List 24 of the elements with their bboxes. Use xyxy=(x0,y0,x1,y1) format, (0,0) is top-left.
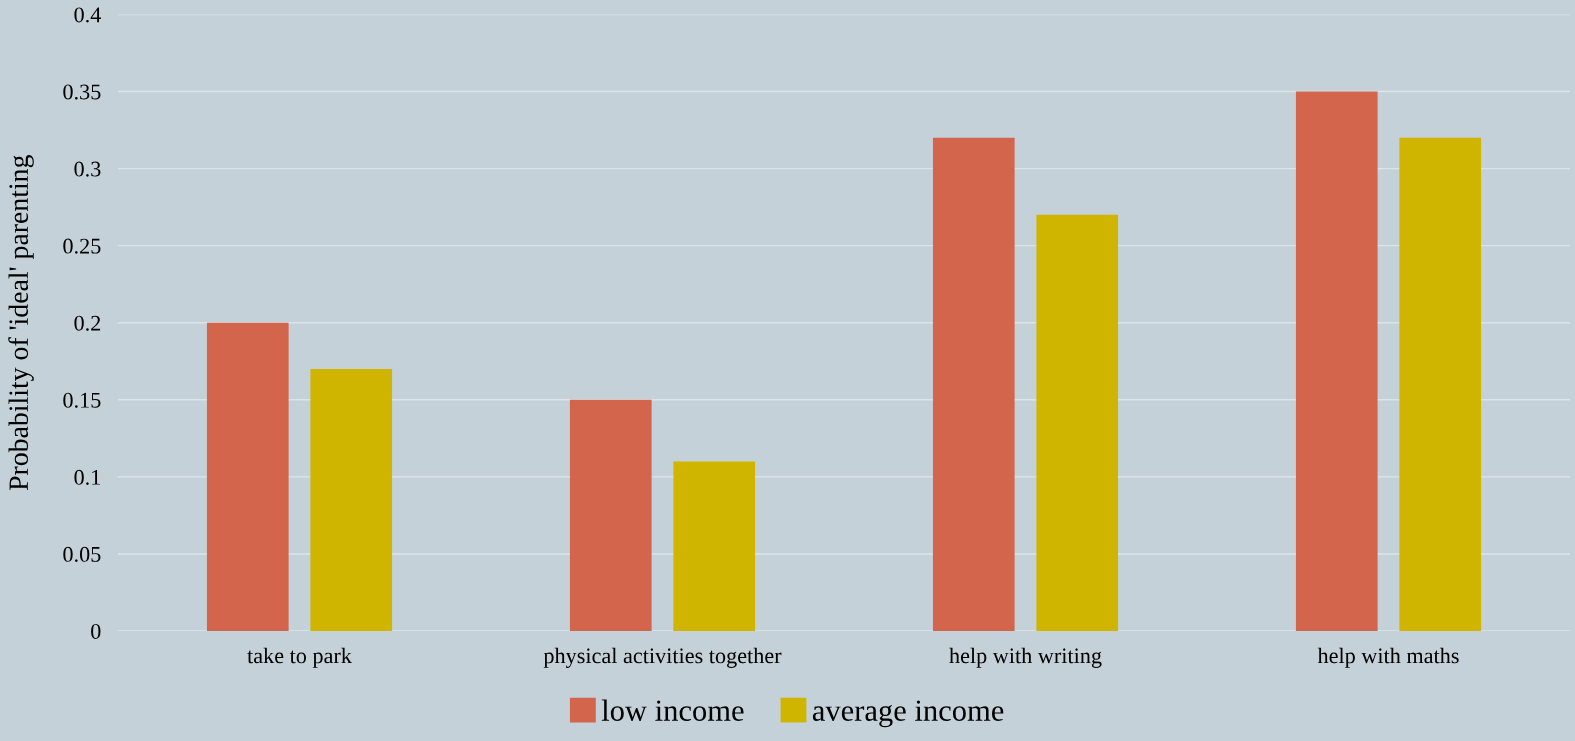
y-tick-label: 0.05 xyxy=(63,546,101,562)
bar xyxy=(932,137,1015,631)
x-tick-label: help with maths xyxy=(1317,647,1459,668)
y-tick-label: 0.3 xyxy=(74,161,101,177)
legend-label: average income xyxy=(812,700,1004,728)
bar xyxy=(310,368,393,631)
x-tick-label: help with writing xyxy=(949,647,1102,668)
x-tick-label: physical activities together xyxy=(543,647,782,668)
legend-label: low income xyxy=(601,699,744,721)
y-tick-label: 0.35 xyxy=(63,84,101,100)
y-tick-label: 0.2 xyxy=(74,315,101,331)
y-tick-label: 0.4 xyxy=(74,7,101,23)
bar xyxy=(569,399,652,631)
bar xyxy=(206,322,289,631)
bar xyxy=(1399,137,1482,631)
bar xyxy=(1036,214,1119,631)
y-tick-label: 0 xyxy=(91,623,101,639)
y-tick-label: 0.15 xyxy=(63,392,101,408)
y-axis-title: Probability of 'ideal' parenting xyxy=(8,155,34,491)
bar xyxy=(1295,91,1378,631)
y-tick-label: 0.1 xyxy=(74,469,100,485)
x-tick-label: take to park xyxy=(247,647,352,668)
y-tick-label: 0.25 xyxy=(63,238,101,254)
bar xyxy=(673,461,756,631)
